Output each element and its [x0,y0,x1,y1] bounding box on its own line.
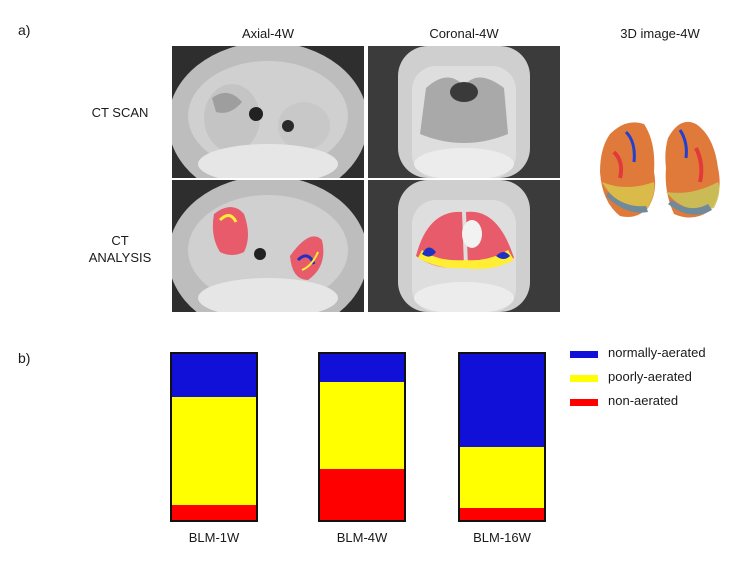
bar-blm-16w [458,352,546,522]
legend-swatch-non-aerated [570,399,598,406]
bar-segment-normally-aerated [172,354,256,398]
column-heading-coronal: Coronal-4W [429,26,499,41]
axial-ct-scan-image [172,46,364,178]
coronal-ct-analysis-image [368,180,560,312]
legend-label-poorly-aerated: poorly-aerated [608,369,692,384]
row-label-ct-scan: CT SCAN [91,105,149,120]
column-heading-3d: 3D image-4W [620,26,700,41]
bar-label-blm-4w: BLM-4W [336,530,388,545]
legend-label-non-aerated: non-aerated [608,393,679,408]
axial-ct-analysis-image [172,180,364,312]
panel-a-label: a) [18,22,31,38]
bar-label-blm-1w: BLM-1W [188,530,240,545]
bar-segment-poorly-aerated [460,446,544,509]
bar-segment-non-aerated [460,508,544,520]
legend-swatch-normally-aerated [570,351,598,358]
bar-label-blm-16w: BLM-16W [473,530,531,545]
bar-segment-normally-aerated [320,354,404,383]
panel-b-label: b) [18,350,31,366]
bar-segment-poorly-aerated [320,382,404,469]
bar-segment-non-aerated [320,468,404,520]
3d-lung-image [596,112,726,232]
bar-blm-4w [318,352,406,522]
column-heading-axial: Axial-4W [241,26,294,41]
legend-label-normally-aerated: normally-aerated [608,345,706,360]
coronal-ct-scan-image [368,46,560,178]
row-label-ct-analysis: CT ANALYSIS [88,233,152,265]
bar-segment-non-aerated [172,505,256,520]
bar-segment-normally-aerated [460,354,544,447]
bar-segment-poorly-aerated [172,397,256,506]
bar-blm-1w [170,352,258,522]
legend-swatch-poorly-aerated [570,375,598,382]
